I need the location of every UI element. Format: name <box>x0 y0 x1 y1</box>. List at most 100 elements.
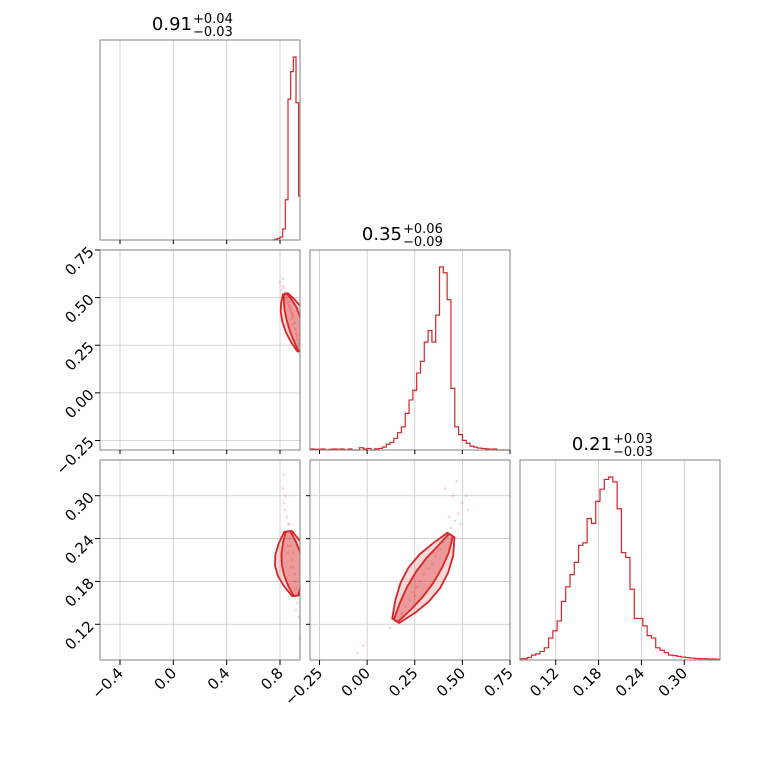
density-layer <box>278 277 300 357</box>
hist-line-1 <box>309 266 510 451</box>
contour-level-1 <box>282 292 300 353</box>
sample-point <box>295 334 299 338</box>
sample-point <box>464 494 468 498</box>
x-tick-label-2-0: 0.12 <box>526 664 562 700</box>
sample-point <box>438 547 441 551</box>
hist-title-plus-0: +0.04 <box>193 12 233 27</box>
panel-bg <box>520 460 720 660</box>
sample-point <box>278 280 282 284</box>
sample-point <box>291 565 295 569</box>
sample-point <box>282 472 286 476</box>
sample-point <box>289 309 293 313</box>
hist-title-minus-2: −0.03 <box>613 445 653 460</box>
sample-point <box>293 572 297 576</box>
x-tick-label-0-2: 0.4 <box>204 664 234 694</box>
x-tick-label-2-3: 0.30 <box>655 664 691 700</box>
x-tick-label-0-1: 0.0 <box>151 664 181 694</box>
y-tick-label-1-4: 0.75 <box>61 243 97 279</box>
sample-point <box>281 277 285 280</box>
density-layer <box>274 472 300 640</box>
panel-bg <box>100 250 300 450</box>
x-tick-label-1-1: 0.00 <box>338 664 374 700</box>
pair-panel-1-0 <box>99 249 301 451</box>
sample-point <box>434 555 438 558</box>
sample-point <box>293 580 297 583</box>
panel-bg <box>100 460 300 660</box>
sample-point <box>451 494 455 498</box>
sample-point <box>285 298 289 301</box>
sample-point <box>294 587 298 590</box>
sample-point <box>287 537 291 540</box>
sample-point <box>287 303 291 307</box>
x-tick-label-0-3: 0.8 <box>257 664 287 694</box>
sample-point <box>449 526 453 530</box>
sample-point <box>466 508 470 512</box>
sample-point <box>419 580 422 583</box>
sample-point <box>453 519 457 523</box>
sample-point <box>286 522 290 526</box>
sample-point <box>279 288 283 292</box>
sample-point <box>287 522 291 526</box>
sample-point <box>293 320 297 324</box>
contour-level-1 <box>392 532 454 623</box>
y-tick-label-2-2: 0.24 <box>61 532 97 568</box>
pair-panel-2-0 <box>99 459 301 661</box>
x-tick-label-1-2: 0.25 <box>385 664 421 700</box>
hist-title-value-0: 0.91 <box>152 14 192 35</box>
sample-point <box>286 544 290 548</box>
sample-point <box>291 551 295 555</box>
hist-title-plus-2: +0.03 <box>613 432 653 447</box>
hist-line-0 <box>272 56 300 241</box>
sample-point <box>283 494 287 498</box>
hist-title-minus-1: −0.09 <box>403 235 443 250</box>
x-tick-label-1-3: 0.50 <box>433 664 469 700</box>
sample-point <box>286 300 290 303</box>
sample-point <box>407 597 411 601</box>
sample-point <box>290 317 294 320</box>
sample-point <box>290 558 294 562</box>
sample-point <box>422 572 426 576</box>
x-tick-label-1-4: 0.75 <box>480 664 516 700</box>
sample-point <box>400 612 403 615</box>
sample-point <box>295 601 299 605</box>
x-tick-label-2-2: 0.24 <box>612 664 648 700</box>
sample-point <box>460 501 464 505</box>
sample-point <box>294 328 298 332</box>
contour-level-0 <box>391 531 456 624</box>
sample-point <box>285 296 289 300</box>
y-tick-label-2-1: 0.18 <box>61 574 97 610</box>
hist-panel-1: 0.35 +0.06−0.09 <box>309 222 511 451</box>
hist-title-value-2: 0.21 <box>572 434 612 455</box>
density-layer <box>356 480 470 655</box>
hist-title-plus-1: +0.06 <box>403 222 443 237</box>
sample-point <box>388 626 392 630</box>
sample-point <box>289 565 293 569</box>
y-tick-label-1-3: 0.50 <box>61 291 97 327</box>
y-tick-label-1-2: 0.25 <box>61 338 97 374</box>
sample-point <box>290 313 294 317</box>
sample-point <box>297 615 300 619</box>
panel-frame <box>99 459 301 661</box>
sample-point <box>455 480 459 483</box>
hist-panel-0: 0.91 +0.04−0.03 <box>99 12 301 241</box>
x-tick-label-2-1: 0.18 <box>569 664 605 700</box>
y-tick-label-1-1: 0.00 <box>61 386 97 422</box>
sample-point <box>282 501 286 505</box>
sample-point <box>293 326 297 330</box>
sample-point <box>289 544 293 548</box>
panel-frame <box>99 249 301 451</box>
x-tick-label-1-0: −0.25 <box>281 664 326 709</box>
sample-point <box>297 341 300 345</box>
sample-point <box>290 311 294 315</box>
panel-frame <box>309 459 511 661</box>
sample-point <box>447 515 451 519</box>
sample-point <box>282 286 286 290</box>
sample-point <box>415 585 419 589</box>
hist-title-value-1: 0.35 <box>362 224 402 245</box>
sample-point <box>281 487 285 490</box>
panel-bg <box>310 460 510 660</box>
sample-point <box>291 315 295 319</box>
y-tick-label-2-3: 0.30 <box>61 489 97 525</box>
hist-title-minus-0: −0.03 <box>193 25 233 40</box>
